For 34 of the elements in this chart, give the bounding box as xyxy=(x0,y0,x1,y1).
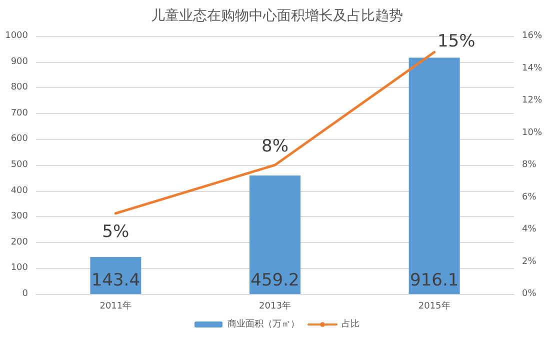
y-tick-label: 600 xyxy=(10,134,28,144)
y-tick-label: 700 xyxy=(10,108,28,118)
y2-tick-label: 16% xyxy=(522,31,542,41)
y2-tick-label: 2% xyxy=(522,256,537,267)
y2-tick-label: 14% xyxy=(522,63,542,74)
x-tick-label: 2015年 xyxy=(418,300,450,312)
y2-tick-label: 4% xyxy=(522,224,537,234)
legend-label: 占比 xyxy=(342,318,360,330)
y2-tick-label: 12% xyxy=(522,96,542,106)
y2-tick-label: 6% xyxy=(522,192,537,202)
y-tick-label: 900 xyxy=(10,56,28,67)
legend-label: 商业面积（万㎡） xyxy=(228,318,300,330)
x-tick-label: 2011年 xyxy=(100,300,132,312)
y-tick-label: 400 xyxy=(10,186,28,196)
data-label: 5% xyxy=(102,222,130,242)
x-tick-label: 2013年 xyxy=(259,300,291,312)
y-tick-label: 500 xyxy=(10,160,28,170)
y-tick-label: 1000 xyxy=(5,31,28,41)
y-tick-label: 200 xyxy=(10,237,28,248)
y-tick-label: 300 xyxy=(10,212,28,222)
y-tick-label: 0 xyxy=(22,289,28,299)
y2-tick-label: 8% xyxy=(522,160,537,170)
chart-title: 儿童业态在购物中心面积增长及占比趋势 xyxy=(151,8,403,24)
data-label: 459.2 xyxy=(250,270,300,290)
data-label: 916.1 xyxy=(410,270,459,290)
y-tick-label: 100 xyxy=(10,263,28,274)
y2-tick-label: 0% xyxy=(522,289,537,299)
bar xyxy=(250,176,300,294)
bar xyxy=(408,58,460,294)
data-label: 8% xyxy=(262,136,288,156)
data-label: 15% xyxy=(437,32,476,52)
y-tick-label: 800 xyxy=(10,82,28,93)
data-label: 143.4 xyxy=(91,270,140,290)
y2-tick-label: 10% xyxy=(522,128,542,138)
